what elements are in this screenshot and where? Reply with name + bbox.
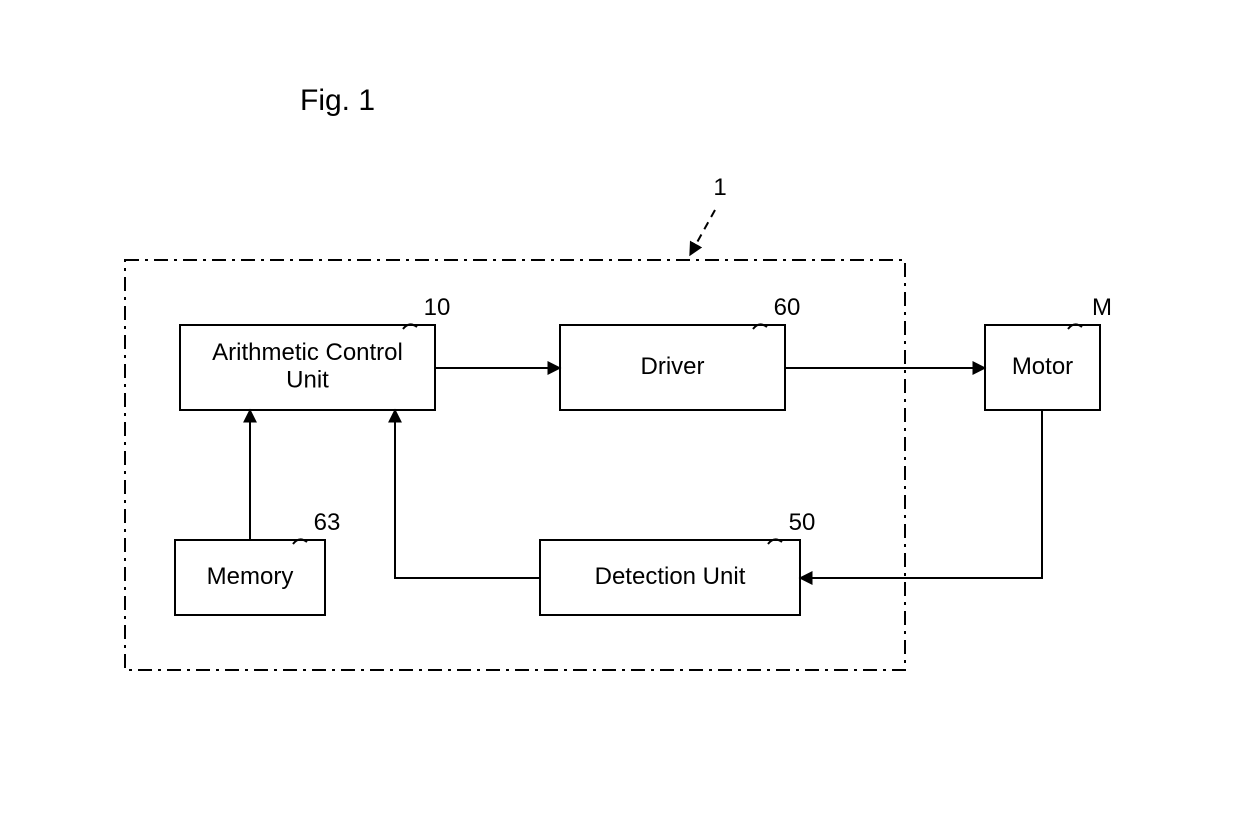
container-ref-label: 1 (713, 174, 726, 201)
block-label-acu: Unit (286, 367, 329, 394)
block-label-detect: Detection Unit (595, 563, 746, 590)
edge-motor-to-detect (800, 410, 1042, 578)
block-label-memory: Memory (207, 563, 294, 590)
container-ref-leader (690, 210, 715, 255)
block-ref-driver: 60 (774, 294, 801, 321)
figure-title: Fig. 1 (300, 84, 375, 117)
block-ref-acu: 10 (424, 294, 451, 321)
block-label-acu: Arithmetic Control (212, 339, 403, 366)
block-label-driver: Driver (641, 353, 705, 380)
block-label-motor: Motor (1012, 353, 1073, 380)
edge-detect-to-acu (395, 410, 540, 578)
block-ref-detect: 50 (789, 509, 816, 536)
block-ref-memory: 63 (314, 509, 341, 536)
block-ref-motor: M (1092, 294, 1112, 321)
block-diagram: Fig. 1 1 Arithmetic ControlUnit 10 Driver 60 M… (0, 0, 1240, 832)
